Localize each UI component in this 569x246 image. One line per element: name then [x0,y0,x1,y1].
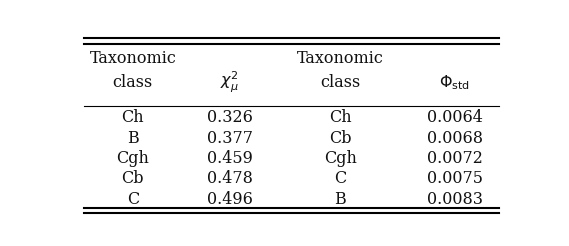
Text: Ch: Ch [329,109,352,126]
Text: 0.459: 0.459 [207,150,253,167]
Text: 0.0075: 0.0075 [427,170,483,187]
Text: 0.0072: 0.0072 [427,150,483,167]
Text: C: C [334,170,347,187]
Text: Cgh: Cgh [324,150,357,167]
Text: Taxonomic: Taxonomic [89,50,176,67]
Text: 0.326: 0.326 [207,109,253,126]
Text: 0.496: 0.496 [207,191,253,208]
Text: B: B [127,130,139,147]
Text: class: class [320,74,360,91]
Text: 0.377: 0.377 [207,130,253,147]
Text: Cgh: Cgh [117,150,149,167]
Text: Ch: Ch [122,109,144,126]
Text: Taxonomic: Taxonomic [296,50,384,67]
Text: C: C [127,191,139,208]
Text: 0.0064: 0.0064 [427,109,483,126]
Text: Cb: Cb [122,170,144,187]
Text: B: B [334,191,346,208]
Text: 0.478: 0.478 [207,170,253,187]
Text: $\chi^{2}_{\mu}$: $\chi^{2}_{\mu}$ [220,70,240,95]
Text: 0.0068: 0.0068 [427,130,483,147]
Text: Cb: Cb [329,130,352,147]
Text: $\Phi_{\mathrm{std}}$: $\Phi_{\mathrm{std}}$ [439,73,471,92]
Text: class: class [113,74,153,91]
Text: 0.0083: 0.0083 [427,191,483,208]
